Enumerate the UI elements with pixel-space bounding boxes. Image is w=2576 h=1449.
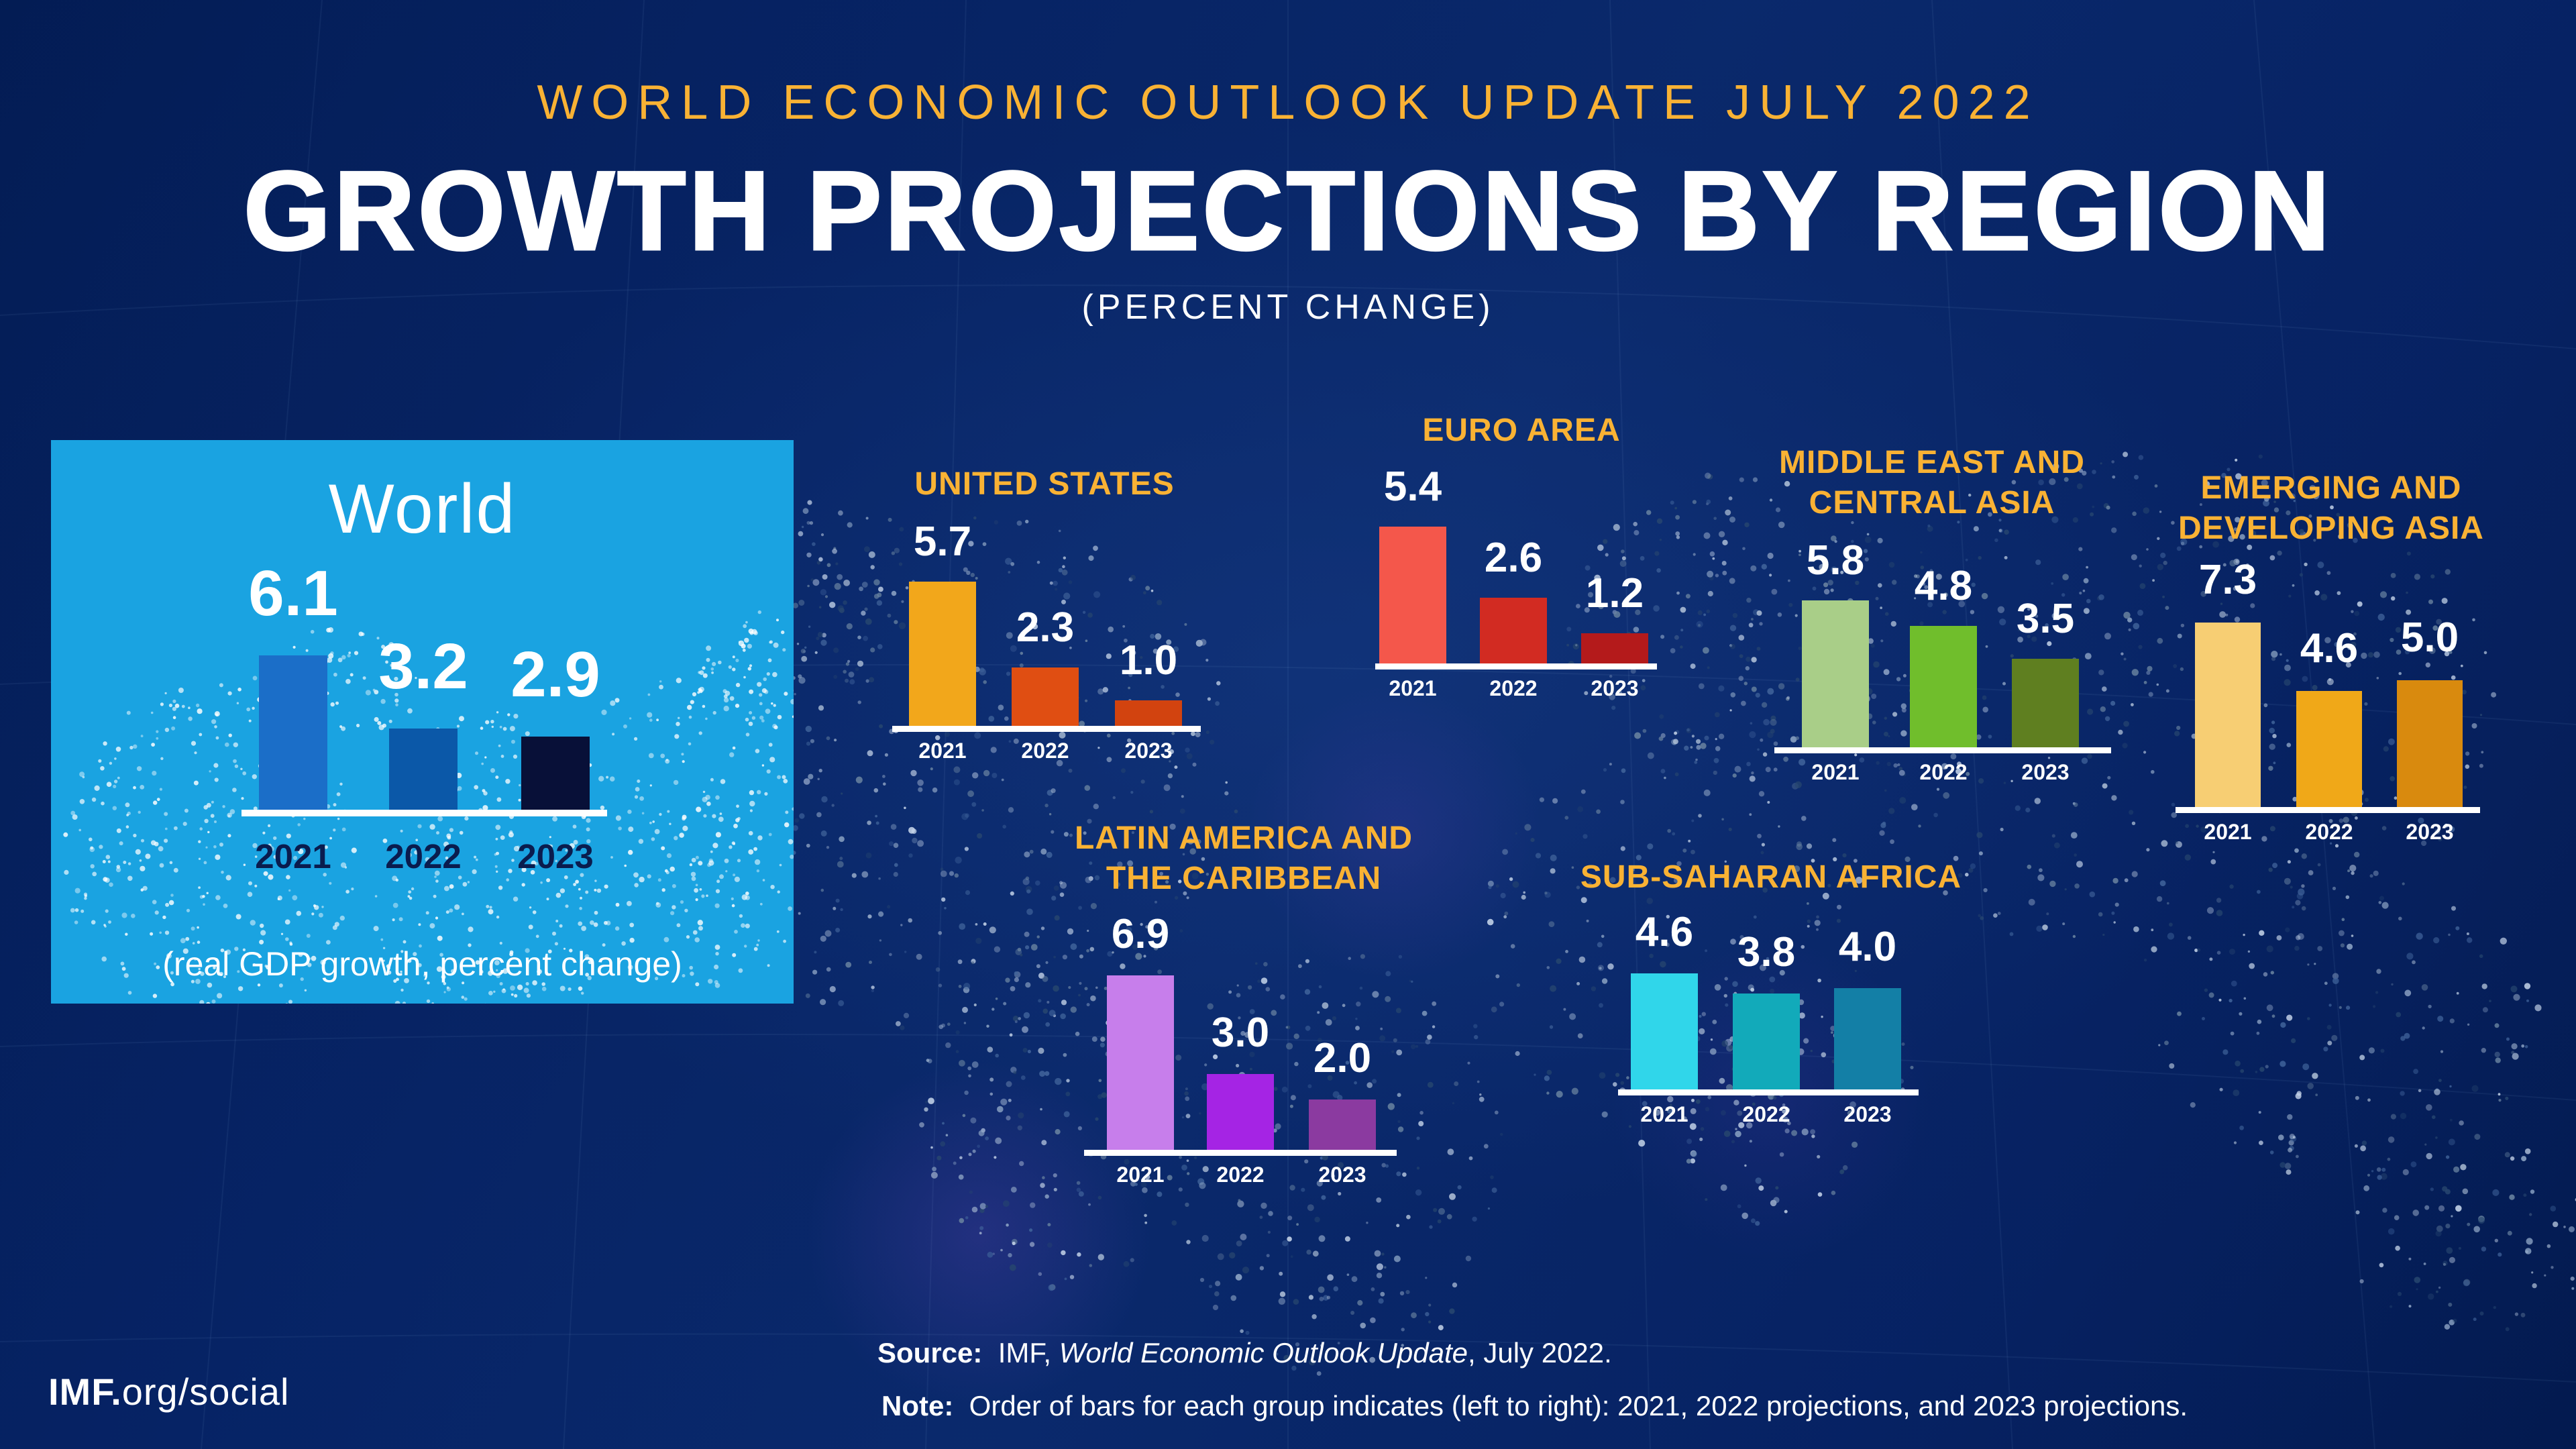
axis-line-united-states [892,726,1201,732]
bar-value-united-states-2023: 1.0 [1119,637,1178,684]
bar-emerging-developing-asia-2021 [2195,623,2261,807]
imf-brand-bold: IMF. [48,1371,122,1413]
bar-united-states-2021 [909,582,976,726]
imf-brand: IMF.org/social [48,1370,289,1413]
bar-value-emerging-developing-asia-2021: 7.3 [2198,557,2257,603]
chart-title-line: EMERGING AND [2200,470,2462,506]
bar-euro-area-2021 [1379,527,1446,663]
bar-value-emerging-developing-asia-2022: 4.6 [2300,625,2359,672]
bar-sub-saharan-africa-2023 [1834,988,1901,1089]
bar-latin-america-caribbean-2023 [1309,1099,1376,1150]
imf-brand-rest: org/social [121,1371,290,1413]
bar-united-states-2023 [1115,700,1182,726]
source-note-block: Source: IMF, World Economic Outlook Upda… [877,1339,2188,1420]
bar-year-united-states-2021: 2021 [918,739,967,763]
chart-title-united-states: UNITED STATES [743,464,1346,504]
bar-latin-america-caribbean-2021 [1107,975,1174,1150]
bar-latin-america-caribbean-2022 [1207,1074,1274,1150]
bar-year-euro-area-2022: 2022 [1489,676,1538,700]
source-pre: IMF, [998,1337,1052,1368]
bar-year-middle-east-central-asia-2022: 2022 [1919,760,1968,784]
chart-title-latin-america-caribbean: LATIN AMERICA AND THE CARIBBEAN [942,818,1546,899]
bar-value-emerging-developing-asia-2023: 5.0 [2400,614,2459,661]
bar-sub-saharan-africa-2022 [1733,994,1800,1089]
bar-euro-area-2022 [1480,598,1547,663]
bar-year-emerging-developing-asia-2021: 2021 [2204,820,2252,844]
bar-value-middle-east-central-asia-2022: 4.8 [1914,563,1973,609]
bar-euro-area-2023 [1581,633,1648,663]
bar-value-middle-east-central-asia-2023: 3.5 [2016,596,2075,642]
bar-middle-east-central-asia-2022 [1910,626,1977,747]
bar-year-euro-area-2023: 2023 [1591,676,1639,700]
source-post: , July 2022. [1468,1337,1612,1368]
chart-title-line: MIDDLE EAST AND [1779,445,2085,480]
bar-value-middle-east-central-asia-2021: 5.8 [1806,537,1865,584]
bar-value-united-states-2022: 2.3 [1016,604,1075,651]
axis-line-latin-america-caribbean [1084,1150,1397,1156]
bar-middle-east-central-asia-2021 [1802,600,1869,747]
bar-year-middle-east-central-asia-2023: 2023 [2021,760,2070,784]
bar-sub-saharan-africa-2021 [1631,973,1698,1089]
chart-title-line: CENTRAL ASIA [1809,485,2055,521]
chart-title-line: EURO AREA [1422,413,1621,448]
bar-emerging-developing-asia-2023 [2397,680,2463,807]
purple-glow [1234,671,1556,993]
world-caption: (real GDP growth, percent change) [162,945,682,983]
axis-line-euro-area [1375,663,1657,669]
bar-value-euro-area-2022: 2.6 [1484,535,1543,581]
chart-title-sub-saharan-africa: SUB-SAHARAN AFRICA [1469,857,2073,898]
bar-middle-east-central-asia-2023 [2012,659,2079,747]
bar-united-states-2022 [1012,667,1079,726]
source-label: Source: [877,1337,983,1368]
axis-line-sub-saharan-africa [1618,1089,1919,1095]
bar-value-latin-america-caribbean-2021: 6.9 [1111,911,1170,957]
bar-year-latin-america-caribbean-2021: 2021 [1116,1163,1165,1187]
bar-year-latin-america-caribbean-2023: 2023 [1318,1163,1366,1187]
chart-title-line: DEVELOPING ASIA [2178,511,2484,546]
source-line: Source: IMF, World Economic Outlook Upda… [877,1339,2188,1367]
bar-value-united-states-2021: 5.7 [913,519,972,565]
header-kicker: WORLD ECONOMIC OUTLOOK UPDATE JULY 2022 [537,76,2039,129]
note-text: Order of bars for each group indicates (… [969,1390,2188,1421]
bar-year-united-states-2022: 2022 [1021,739,1069,763]
bar-year-emerging-developing-asia-2022: 2022 [2305,820,2353,844]
bar-emerging-developing-asia-2022 [2296,691,2362,807]
bar-value-euro-area-2021: 5.4 [1383,464,1442,510]
chart-title-line: UNITED STATES [914,466,1175,502]
axis-line-middle-east-central-asia [1774,747,2111,753]
chart-title-line: SUB-SAHARAN AFRICA [1580,859,1962,895]
note-label: Note: [881,1390,954,1421]
world-panel: World (real GDP growth, percent change) [51,440,794,1004]
world-title: World [328,470,517,548]
bar-year-emerging-developing-asia-2023: 2023 [2406,820,2454,844]
bar-year-latin-america-caribbean-2022: 2022 [1216,1163,1265,1187]
bar-value-latin-america-caribbean-2022: 3.0 [1211,1010,1270,1056]
chart-title-middle-east-central-asia: MIDDLE EAST AND CENTRAL ASIA [1630,443,2234,523]
bar-year-sub-saharan-africa-2023: 2023 [1843,1102,1892,1126]
bar-value-sub-saharan-africa-2021: 4.6 [1635,909,1694,955]
bar-year-euro-area-2021: 2021 [1389,676,1437,700]
chart-title-line: THE CARIBBEAN [1106,861,1382,896]
bar-value-euro-area-2023: 1.2 [1585,570,1644,616]
chart-title-emerging-developing-asia: EMERGING AND DEVELOPING ASIA [2029,468,2576,549]
note-line: Note: Order of bars for each group indic… [881,1392,2188,1420]
bar-year-middle-east-central-asia-2021: 2021 [1811,760,1860,784]
bar-value-latin-america-caribbean-2023: 2.0 [1313,1035,1372,1081]
bar-year-sub-saharan-africa-2021: 2021 [1640,1102,1688,1126]
page-title: GROWTH PROJECTIONS BY REGION [242,147,2333,275]
source-italic: World Economic Outlook Update [1059,1337,1468,1368]
page-subtitle: (PERCENT CHANGE) [1081,288,1495,327]
axis-line-emerging-developing-asia [2176,807,2480,813]
bar-value-sub-saharan-africa-2022: 3.8 [1737,929,1796,975]
purple-glow [1597,926,1945,1275]
bar-year-sub-saharan-africa-2022: 2022 [1742,1102,1790,1126]
chart-title-line: LATIN AMERICA AND [1074,820,1413,856]
bar-year-united-states-2023: 2023 [1124,739,1173,763]
bar-value-sub-saharan-africa-2023: 4.0 [1838,924,1897,970]
chart-title-euro-area: EURO AREA [1220,411,1823,451]
